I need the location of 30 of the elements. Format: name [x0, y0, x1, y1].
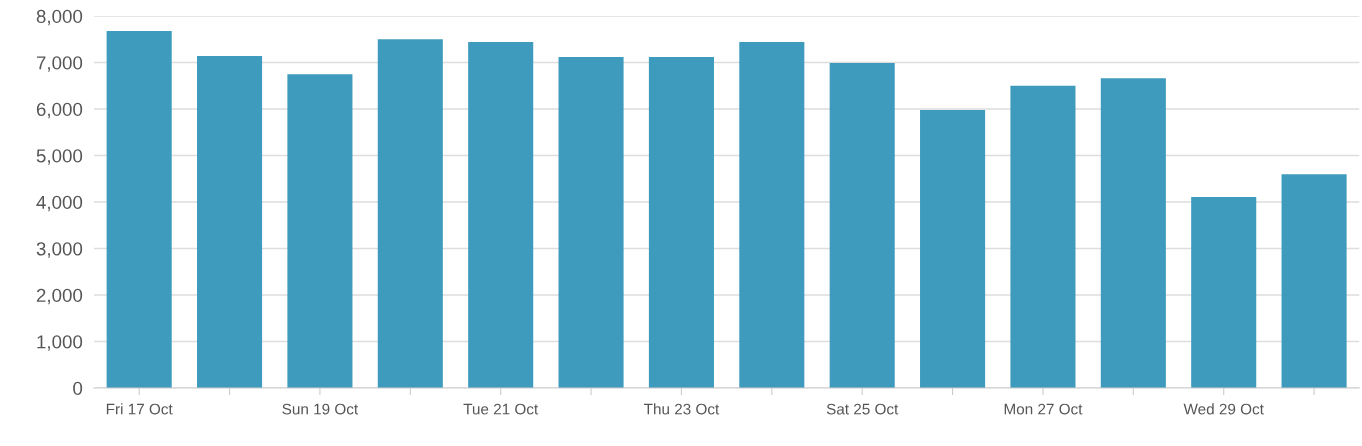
y-tick-label: 2,000: [36, 288, 83, 305]
bar: [1100, 78, 1166, 389]
y-tick-label: 1,000: [37, 335, 83, 351]
y-tick-label: 6,000: [36, 102, 83, 119]
bar: [829, 63, 895, 389]
y-tick-label: 7,000: [36, 56, 83, 72]
bar: [558, 56, 624, 389]
bar: [739, 42, 805, 389]
bar: [468, 42, 534, 389]
y-tick-label: 8,000: [36, 9, 83, 26]
y-tick-label: 3,000: [36, 242, 83, 258]
y-tick-label: 4,000: [36, 195, 83, 212]
bar: [197, 56, 263, 389]
x-tick-label: Wed 29 Oct: [1183, 403, 1264, 415]
bar: [287, 74, 353, 389]
y-tick-label: 0: [73, 381, 83, 395]
bar: [1191, 196, 1257, 389]
x-tick-label: Sat 25 Oct: [826, 403, 899, 415]
x-tick-label: Sun 19 Oct: [282, 403, 359, 415]
x-tick-label: Mon 27 Oct: [1004, 403, 1083, 415]
bar: [106, 30, 172, 389]
x-tick-label: Thu 23 Oct: [644, 403, 720, 415]
y-tick-label: 5,000: [36, 149, 83, 165]
x-tick-label: Tue 21 Oct: [463, 403, 539, 415]
bar: [1281, 174, 1347, 389]
bar: [648, 56, 714, 389]
bar: [920, 109, 986, 389]
x-tick-label: Fri 17 Oct: [106, 403, 173, 415]
bar: [377, 39, 443, 389]
bar: [1010, 85, 1076, 389]
